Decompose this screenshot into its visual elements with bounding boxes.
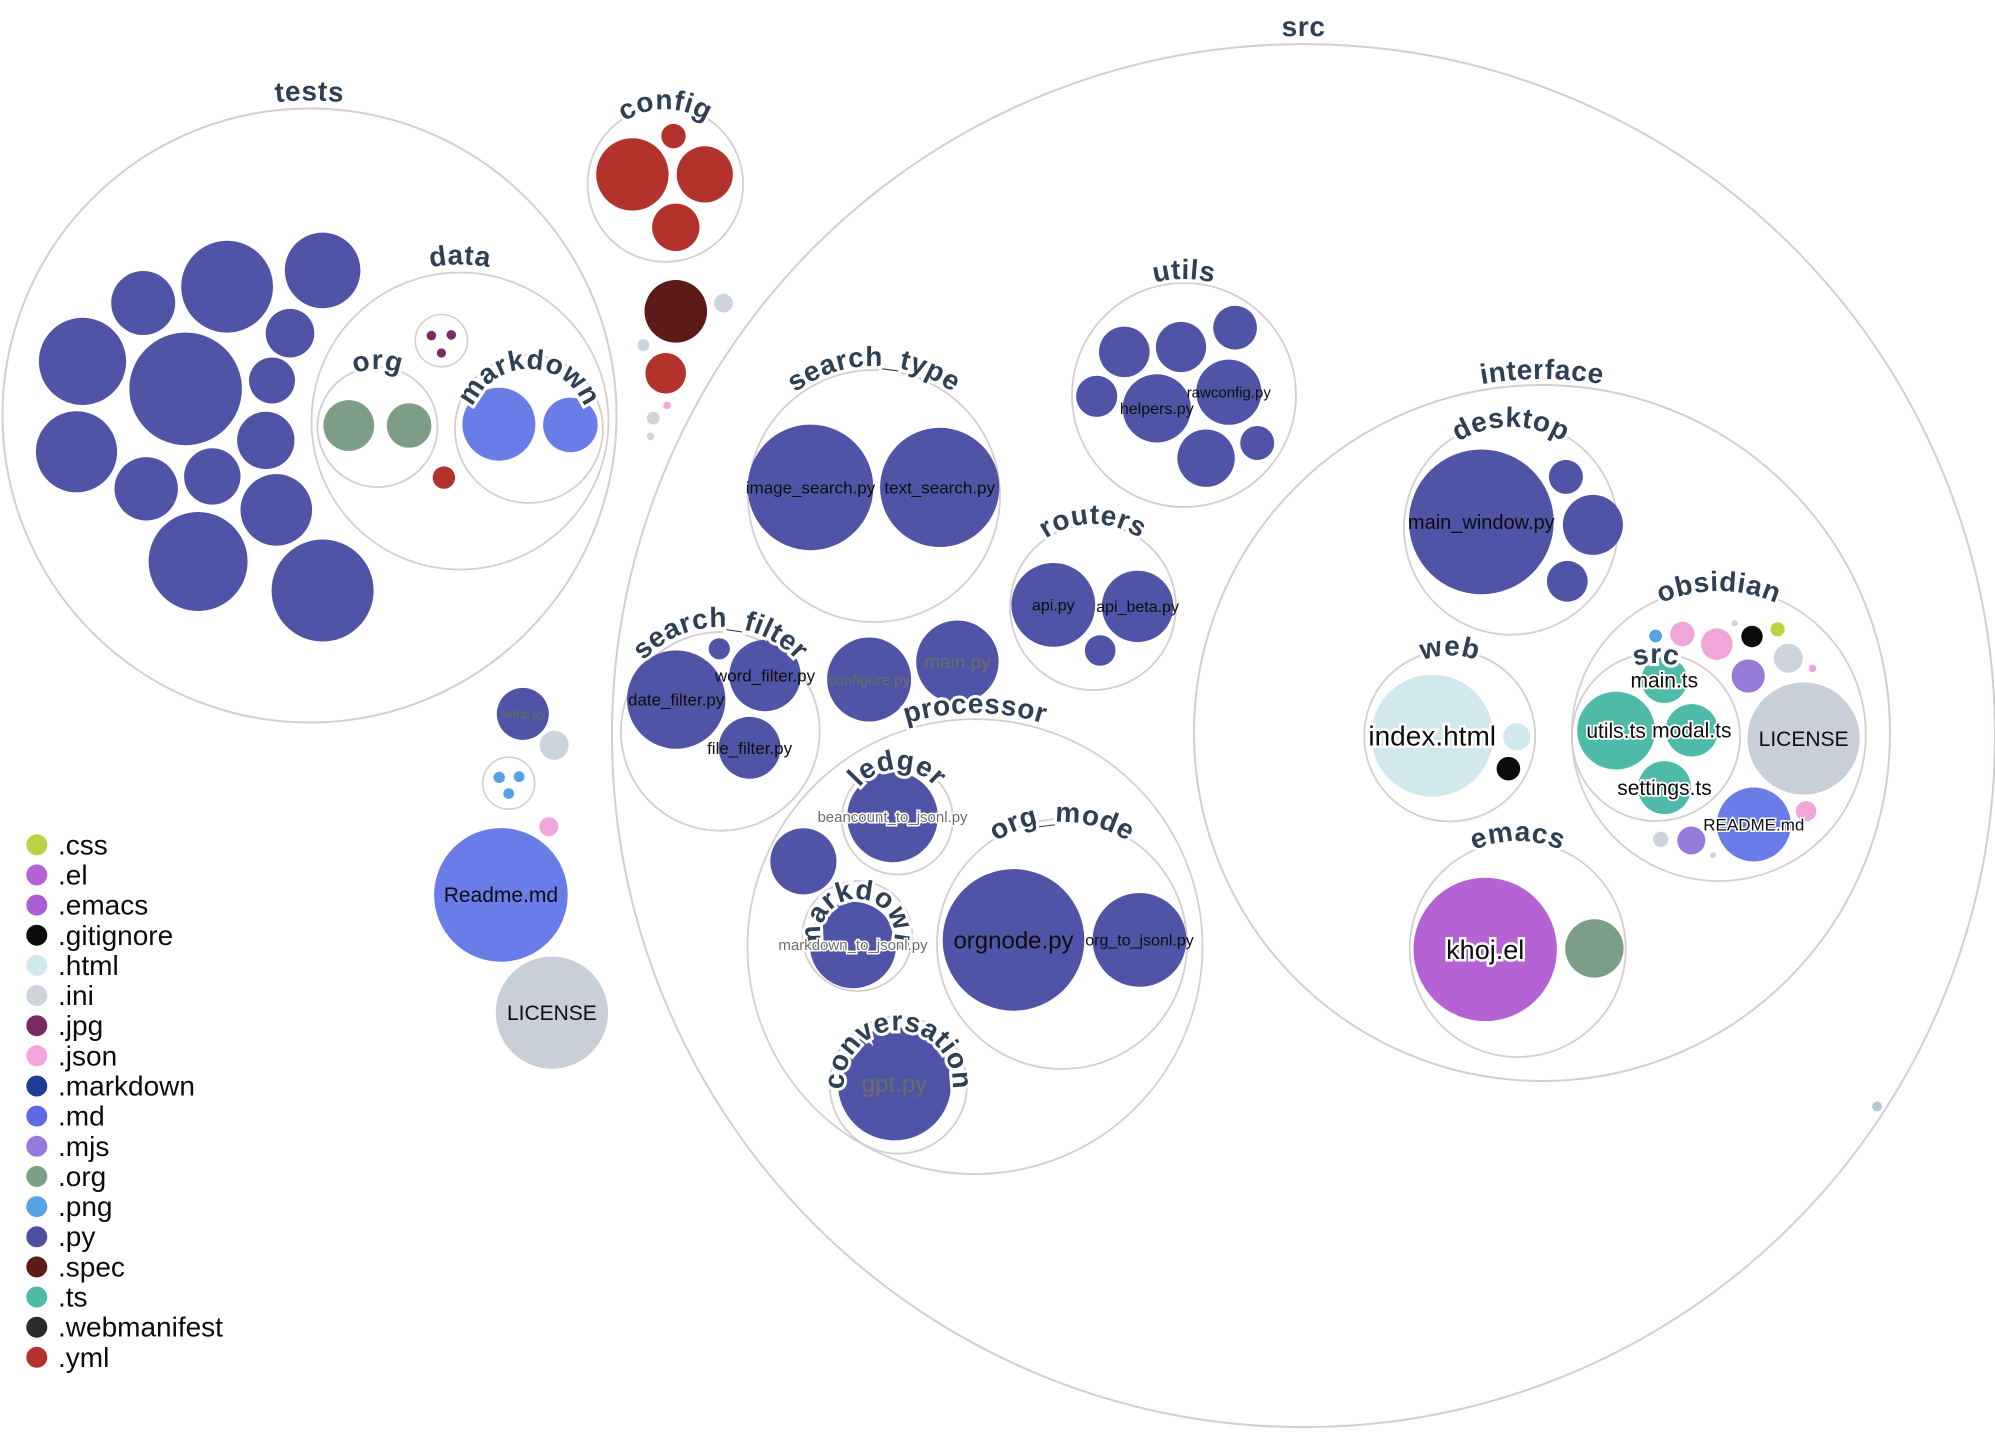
svg-text:date_filter.py: date_filter.py [628, 691, 725, 710]
svg-text:modal.ts: modal.ts [1652, 720, 1731, 743]
svg-text:setup.py: setup.py [500, 707, 545, 721]
svg-text:.ts: .ts [58, 1282, 88, 1313]
svg-text:utils.ts: utils.ts [1586, 720, 1646, 743]
svg-text:.mjs: .mjs [58, 1131, 109, 1162]
svg-text:file_filter.py: file_filter.py [707, 739, 793, 758]
svg-text:main.ts: main.ts [1630, 669, 1698, 692]
svg-text:src: src [1281, 11, 1326, 42]
svg-text:src: src [1630, 638, 1682, 672]
svg-text:.jpg: .jpg [58, 1010, 103, 1041]
svg-text:configure.py: configure.py [828, 672, 910, 689]
svg-text:interface: interface [1478, 354, 1606, 390]
svg-text:.json: .json [58, 1040, 117, 1071]
svg-text:Readme.md: Readme.md [444, 884, 558, 907]
svg-text:org: org [348, 344, 406, 379]
svg-text:rawconfig.py: rawconfig.py [1187, 384, 1272, 401]
svg-text:.spec: .spec [58, 1251, 125, 1282]
svg-text:.py: .py [58, 1221, 95, 1252]
svg-text:.yml: .yml [58, 1342, 109, 1373]
svg-text:orgnode.py: orgnode.py [953, 927, 1073, 954]
svg-text:word_filter.py: word_filter.py [714, 667, 816, 686]
svg-text:api_beta.py: api_beta.py [1096, 599, 1179, 616]
svg-text:index.html: index.html [1368, 721, 1496, 752]
svg-text:.el: .el [58, 859, 88, 890]
svg-text:beancount_to_jsonl.py: beancount_to_jsonl.py [817, 809, 968, 826]
svg-text:khoj.el: khoj.el [1446, 935, 1524, 965]
svg-text:.css: .css [58, 829, 108, 860]
svg-text:data: data [427, 239, 493, 273]
svg-text:.org: .org [58, 1161, 106, 1192]
svg-text:main_window.py: main_window.py [1408, 512, 1555, 534]
svg-text:.webmanifest: .webmanifest [58, 1312, 223, 1343]
svg-text:.ini: .ini [58, 980, 94, 1011]
svg-text:README.md: README.md [1703, 816, 1804, 835]
svg-text:tests: tests [273, 75, 345, 108]
svg-text:image_search.py: image_search.py [746, 478, 876, 497]
svg-text:.html: .html [58, 950, 119, 981]
svg-text:helpers.py: helpers.py [1120, 401, 1194, 418]
svg-text:main.py: main.py [924, 652, 991, 673]
svg-text:.png: .png [58, 1191, 113, 1222]
svg-text:markdown_to_jsonl.py: markdown_to_jsonl.py [778, 937, 928, 954]
svg-text:.md: .md [58, 1101, 105, 1132]
svg-text:.emacs: .emacs [58, 890, 148, 921]
svg-text:.gitignore: .gitignore [58, 920, 173, 951]
svg-text:LICENSE: LICENSE [1759, 728, 1849, 751]
svg-text:utils: utils [1150, 254, 1219, 289]
svg-text:.markdown: .markdown [58, 1071, 195, 1102]
svg-text:web: web [1416, 630, 1483, 665]
svg-text:text_search.py: text_search.py [884, 478, 995, 497]
svg-text:settings.ts: settings.ts [1617, 777, 1712, 800]
svg-text:api.py: api.py [1032, 598, 1075, 615]
svg-text:gpt.py: gpt.py [862, 1071, 927, 1098]
svg-text:org_to_jsonl.py: org_to_jsonl.py [1085, 933, 1194, 950]
svg-text:LICENSE: LICENSE [507, 1002, 597, 1025]
